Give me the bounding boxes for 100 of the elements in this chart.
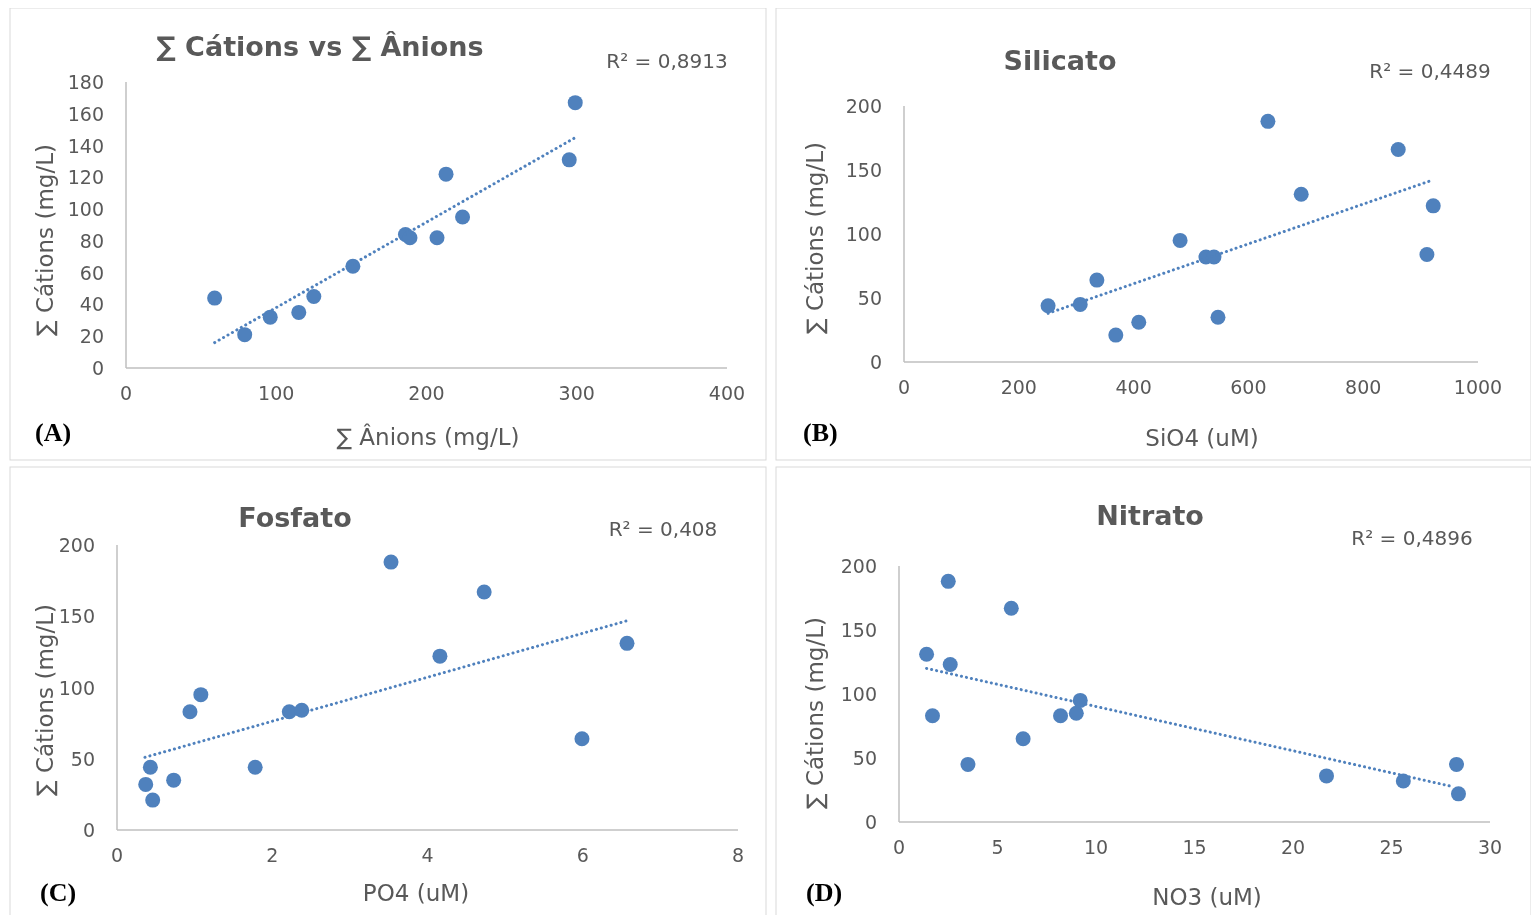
point xyxy=(455,209,471,225)
y-tick-label: 200 xyxy=(840,555,877,577)
point xyxy=(432,648,448,664)
x-tick-label: 800 xyxy=(1345,376,1382,398)
y-tick-label: 150 xyxy=(840,619,877,641)
text: R² = 0,408 xyxy=(608,517,718,541)
x-tick-label: 10 xyxy=(1083,836,1109,858)
x-axis-title: ∑ Ânions (mg/L) xyxy=(336,423,520,450)
point xyxy=(1318,768,1334,784)
chart-title: Nitrato xyxy=(1096,499,1204,531)
y-axis-title: ∑ Cátions (mg/L) xyxy=(802,142,828,334)
x-tick-label: 400 xyxy=(1115,376,1152,398)
x-tick-label: 0 xyxy=(897,376,911,398)
point xyxy=(1089,272,1105,288)
point xyxy=(237,327,253,343)
point xyxy=(1425,198,1441,214)
point xyxy=(1390,142,1406,158)
x-tick-label: 5 xyxy=(991,836,1004,858)
y-tick-label: 0 xyxy=(864,811,877,833)
y-tick-label: 160 xyxy=(67,102,104,125)
point xyxy=(1210,309,1226,325)
point xyxy=(1419,246,1435,262)
point xyxy=(1108,327,1124,343)
point xyxy=(940,573,956,589)
y-tick-label: 0 xyxy=(82,819,95,841)
point xyxy=(429,230,445,246)
point xyxy=(1015,731,1031,747)
x-axis-title: PO4 (uM) xyxy=(362,880,470,906)
text: (D) xyxy=(806,877,843,907)
x-tick-label: 2 xyxy=(266,844,279,866)
x-tick-label: 1000 xyxy=(1453,376,1503,398)
text: (C) xyxy=(40,877,77,907)
x-tick-label: 8 xyxy=(731,844,745,866)
point xyxy=(145,792,161,808)
text: (B) xyxy=(803,417,838,447)
chart-title: ∑ Cátions vs ∑ Ânions xyxy=(156,30,484,62)
point xyxy=(561,152,577,168)
point xyxy=(142,759,158,775)
y-tick-label: 180 xyxy=(67,71,104,93)
point xyxy=(942,657,958,673)
x-tick-label: 200 xyxy=(1000,376,1037,398)
x-tick-label: 400 xyxy=(708,382,746,404)
y-tick-label: 100 xyxy=(845,223,882,245)
x-tick-label: 100 xyxy=(258,382,295,404)
text: R² = 0,4896 xyxy=(1351,526,1473,550)
point xyxy=(438,166,454,182)
point xyxy=(383,554,399,570)
point xyxy=(306,289,322,304)
text: (A) xyxy=(35,417,72,447)
point xyxy=(1040,298,1056,314)
y-tick-label: 40 xyxy=(79,293,104,316)
point xyxy=(476,584,492,600)
point xyxy=(182,704,198,720)
x-tick-label: 20 xyxy=(1280,836,1306,858)
point xyxy=(1172,232,1188,248)
y-tick-label: 150 xyxy=(58,605,95,628)
y-tick-label: 100 xyxy=(58,676,95,699)
point xyxy=(1293,186,1309,202)
y-tick-label: 100 xyxy=(67,198,104,221)
point xyxy=(166,772,182,788)
point xyxy=(291,304,307,320)
point xyxy=(207,290,223,306)
y-tick-label: 80 xyxy=(79,229,104,252)
x-axis-title: SiO4 (uM) xyxy=(1145,425,1259,451)
x-tick-label: 15 xyxy=(1182,836,1207,858)
y-tick-label: 120 xyxy=(67,166,104,189)
y-tick-label: 150 xyxy=(845,159,882,181)
point xyxy=(262,309,278,325)
x-tick-label: 30 xyxy=(1477,836,1503,858)
x-tick-label: 600 xyxy=(1230,376,1267,398)
y-tick-label: 50 xyxy=(70,747,95,770)
chart-title: Fosfato xyxy=(238,501,352,533)
point xyxy=(960,756,976,772)
chart-title: Silicato xyxy=(1003,44,1117,76)
point xyxy=(247,759,263,775)
y-tick-label: 200 xyxy=(845,95,882,117)
y-axis-title: ∑ Cátions (mg/L) xyxy=(802,617,828,809)
y-axis-title: ∑ Cátions (mg/L) xyxy=(32,144,58,336)
x-tick-label: 0 xyxy=(119,382,133,404)
point xyxy=(574,731,590,747)
point xyxy=(619,635,635,651)
point xyxy=(138,776,154,792)
x-axis-title: NO3 (uM) xyxy=(1152,884,1262,910)
y-tick-label: 200 xyxy=(58,534,95,556)
point xyxy=(1053,708,1069,724)
y-axis-title: ∑ Cátions (mg/L) xyxy=(32,604,58,796)
point xyxy=(1450,786,1466,802)
x-tick-label: 0 xyxy=(110,844,124,866)
point xyxy=(924,708,940,724)
x-tick-label: 200 xyxy=(408,382,445,404)
y-tick-label: 20 xyxy=(79,325,104,348)
text: R² = 0,8913 xyxy=(606,49,728,73)
point xyxy=(1003,600,1019,616)
point xyxy=(193,687,209,703)
y-tick-label: 0 xyxy=(91,357,104,379)
x-tick-label: 4 xyxy=(421,844,434,866)
x-tick-label: 300 xyxy=(558,382,595,404)
y-tick-label: 140 xyxy=(67,134,104,157)
y-tick-label: 100 xyxy=(840,683,877,705)
x-tick-label: 6 xyxy=(576,844,589,866)
